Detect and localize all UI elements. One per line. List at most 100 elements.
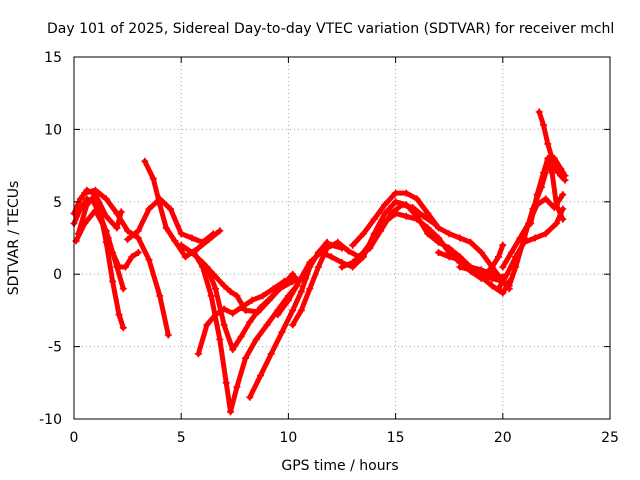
y-tick-label: 5 [53, 195, 62, 211]
data-point [145, 256, 153, 264]
data-point [289, 306, 297, 314]
data-point [134, 234, 142, 242]
data-point [263, 321, 271, 329]
data-point [252, 335, 260, 343]
x-tick-label: 25 [601, 430, 619, 446]
data-point [212, 285, 219, 293]
data-point [205, 235, 213, 243]
data-point [102, 227, 110, 235]
data-point [477, 249, 485, 256]
data-point [257, 304, 264, 311]
data-point [269, 285, 277, 293]
axis-ticks [73, 56, 611, 420]
data-point [237, 333, 245, 340]
data-point [149, 175, 157, 183]
data-point [102, 212, 110, 220]
data-point [505, 282, 513, 290]
data-point [227, 288, 234, 296]
y-tick-label: -10 [39, 412, 62, 428]
data-point [488, 282, 496, 290]
data-point [314, 263, 322, 271]
series-trace [204, 264, 296, 352]
data-point [349, 241, 357, 249]
data-point [306, 259, 314, 267]
data-point [295, 277, 303, 285]
series-trace [496, 206, 566, 292]
data-point [156, 201, 164, 209]
x-axis-label: GPS time / hours [281, 458, 398, 474]
data-point [559, 215, 567, 223]
data-point [495, 253, 502, 261]
data-point [392, 209, 400, 217]
data-point [323, 244, 331, 252]
x-tick-label: 15 [387, 430, 405, 446]
data-point [334, 238, 342, 246]
data-point [113, 209, 121, 217]
data-point [561, 176, 569, 184]
data-point [435, 224, 442, 232]
data-point [499, 241, 507, 249]
series-sat-w [527, 154, 567, 227]
series-sat-x [535, 108, 569, 184]
data-point [467, 266, 475, 274]
x-tick-label: 10 [279, 430, 297, 446]
data-point [220, 321, 228, 329]
data-point [222, 379, 230, 387]
data-point [246, 393, 254, 401]
plot-frame [73, 56, 611, 420]
series-sat-e [81, 186, 172, 339]
data-point [207, 292, 215, 300]
data-point [122, 263, 129, 271]
data-point [297, 306, 305, 314]
data-point [512, 263, 520, 271]
series-trace [350, 190, 512, 292]
data-point [297, 288, 305, 296]
data-point [306, 285, 314, 293]
data-point [435, 249, 442, 256]
data-point [233, 292, 241, 300]
data-point [542, 195, 550, 203]
data-point [156, 292, 164, 300]
data-point [203, 321, 211, 329]
data-point [171, 237, 179, 245]
data-point [259, 292, 267, 300]
data-point [477, 273, 485, 281]
data-point [216, 335, 224, 343]
data-point [203, 263, 211, 271]
data-point [284, 296, 292, 304]
data-point [499, 263, 507, 271]
data-point [119, 285, 127, 293]
data-point [381, 218, 389, 226]
data-point [109, 249, 117, 256]
data-point [499, 289, 507, 297]
data-point [424, 224, 432, 232]
data-point [548, 169, 556, 177]
y-tick-label: -5 [48, 340, 62, 356]
data-point [413, 215, 421, 223]
data-point [344, 247, 352, 255]
data-point [456, 234, 464, 242]
data-point [445, 253, 453, 261]
data-point [115, 311, 123, 319]
y-tick-label: 10 [44, 122, 62, 138]
data-point [477, 266, 485, 274]
data-point [552, 220, 560, 227]
data-point [164, 331, 172, 339]
data-point [257, 372, 264, 380]
x-tick-label: 5 [177, 430, 186, 446]
data-point [402, 212, 410, 220]
data-point [424, 209, 432, 217]
data-point [392, 198, 400, 206]
data-point [381, 201, 389, 209]
data-point [338, 263, 346, 271]
series-sat-g [141, 157, 224, 261]
y-tick-label: 15 [44, 50, 62, 66]
data-point [413, 195, 421, 203]
grid-lines [74, 57, 610, 419]
data-point [233, 383, 241, 391]
data-point [359, 249, 367, 256]
data-point [102, 195, 110, 203]
data-point [134, 227, 142, 235]
data-point [124, 235, 132, 243]
data-point [182, 253, 189, 261]
